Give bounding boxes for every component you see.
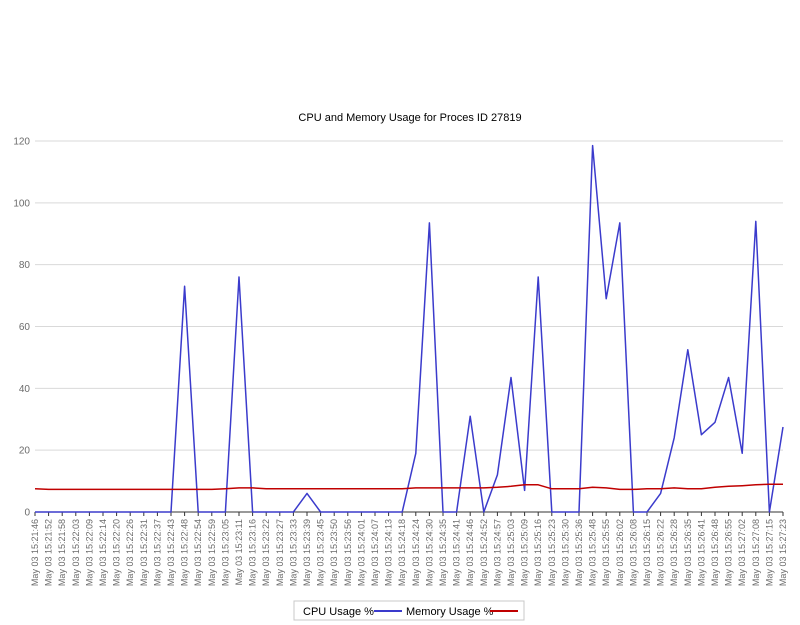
x-tick-label: May 03 15:23:27 [275, 519, 285, 586]
chart-title: CPU and Memory Usage for Proces ID 27819 [298, 112, 521, 124]
x-tick-label: May 03 15:24:41 [452, 519, 462, 586]
x-tick-label: May 03 15:25:16 [533, 519, 543, 586]
series-lines [34, 144, 784, 513]
x-tick-label: May 03 15:22:59 [207, 519, 217, 586]
x-tick-label: May 03 15:23:45 [316, 519, 326, 586]
grid-lines [35, 140, 783, 513]
x-axis-ticks: May 03 15:21:46 May 03 15:21:52 May 03 15:… [30, 512, 788, 586]
x-tick-label: May 03 15:24:46 [465, 519, 475, 586]
x-tick-label: May 03 15:27:08 [751, 519, 761, 586]
x-tick-label: May 03 15:24:52 [479, 519, 489, 586]
x-tick-label: May 03 15:23:22 [261, 519, 271, 586]
x-tick-label: May 03 15:25:48 [588, 519, 598, 586]
x-tick-label: May 03 15:25:30 [560, 519, 570, 586]
y-tick-label: 0 [24, 508, 30, 519]
x-tick-label: May 03 15:26:22 [656, 519, 666, 586]
x-tick-label: May 03 15:27:02 [737, 519, 747, 586]
y-tick-label: 100 [13, 198, 30, 209]
x-tick-label: May 03 15:22:37 [152, 519, 162, 586]
series-line-cpu [35, 144, 784, 513]
x-tick-label: May 03 15:22:48 [180, 519, 190, 586]
x-tick-label: May 03 15:22:26 [125, 519, 135, 586]
legend-label-memory: Memory Usage % [406, 606, 494, 618]
x-tick-label: May 03 15:26:35 [683, 519, 693, 586]
x-tick-label: May 03 15:22:09 [84, 519, 94, 586]
x-tick-label: May 03 15:22:20 [112, 519, 122, 586]
x-tick-label: May 03 15:24:57 [492, 519, 502, 586]
x-tick-label: May 03 15:22:14 [98, 519, 108, 586]
x-tick-label: May 03 15:24:24 [411, 519, 421, 586]
x-tick-label: May 03 15:24:35 [438, 519, 448, 586]
x-tick-label: May 03 15:26:55 [724, 519, 734, 586]
x-tick-label: May 03 15:21:52 [44, 519, 54, 586]
y-axis-ticks: 0 20 40 60 80 100 120 [13, 137, 30, 519]
x-tick-label: May 03 15:24:30 [424, 519, 434, 586]
x-tick-label: May 03 15:25:23 [547, 519, 557, 586]
x-tick-label: May 03 15:22:03 [71, 519, 81, 586]
y-tick-label: 60 [19, 322, 31, 333]
x-tick-label: May 03 15:23:05 [220, 519, 230, 586]
x-tick-label: May 03 15:24:13 [384, 519, 394, 586]
legend: CPU Usage % Memory Usage % [293, 600, 525, 621]
x-tick-label: May 03 15:24:07 [370, 519, 380, 586]
x-tick-label: May 03 15:23:50 [329, 519, 339, 586]
series-line-memory [34, 483, 783, 491]
x-tick-label: May 03 15:26:48 [710, 519, 720, 586]
x-tick-label: May 03 15:21:46 [30, 519, 40, 586]
x-tick-label: May 03 15:26:41 [696, 519, 706, 586]
y-tick-label: 120 [13, 137, 30, 148]
x-tick-label: May 03 15:23:11 [234, 519, 244, 585]
x-tick-label: May 03 15:26:15 [642, 519, 652, 586]
x-tick-label: May 03 15:26:28 [669, 519, 679, 586]
x-tick-label: May 03 15:27:15 [764, 519, 774, 586]
x-tick-label: May 03 15:24:01 [356, 519, 366, 586]
x-tick-label: May 03 15:26:08 [628, 519, 638, 586]
x-tick-label: May 03 15:22:43 [166, 519, 176, 586]
legend-label-cpu: CPU Usage % [303, 606, 374, 618]
x-tick-label: May 03 15:25:09 [520, 519, 530, 586]
legend-box [293, 600, 525, 621]
x-tick-label: May 03 15:25:03 [506, 519, 516, 586]
y-tick-label: 40 [19, 384, 31, 395]
x-tick-label: May 03 15:24:18 [397, 519, 407, 586]
x-tick-label: May 03 15:23:16 [248, 519, 258, 586]
x-tick-label: May 03 15:25:36 [574, 519, 584, 586]
x-tick-label: May 03 15:21:58 [57, 519, 67, 586]
x-tick-label: May 03 15:23:56 [343, 519, 353, 586]
x-tick-label: May 03 15:26:02 [615, 519, 625, 586]
x-tick-label: May 03 15:22:54 [193, 519, 203, 586]
y-tick-label: 20 [19, 446, 31, 457]
x-tick-label: May 03 15:27:23 [778, 519, 788, 586]
x-tick-label: May 03 15:25:55 [601, 519, 611, 586]
y-tick-label: 80 [19, 260, 31, 271]
x-tick-label: May 03 15:22:31 [139, 519, 149, 586]
x-tick-label: May 03 15:23:39 [302, 519, 312, 586]
x-tick-label: May 03 15:23:33 [288, 519, 298, 586]
